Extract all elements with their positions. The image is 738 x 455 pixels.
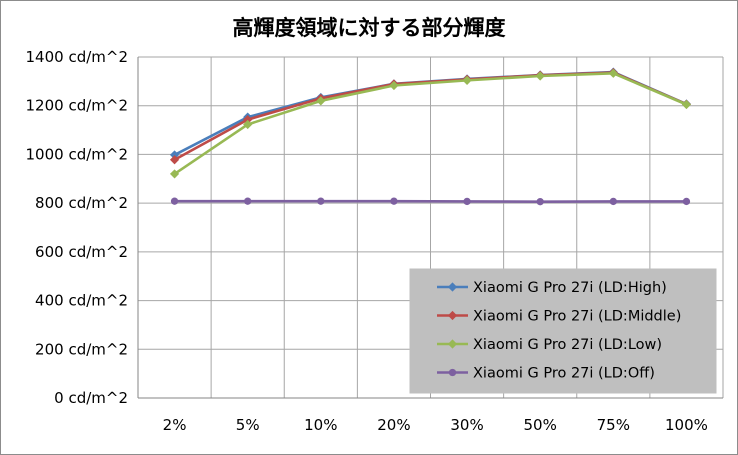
- x-tick-label: 50%: [524, 416, 557, 434]
- y-tick-label: 200 cd/m^2: [35, 340, 128, 358]
- data-point: [316, 96, 326, 106]
- data-point: [169, 169, 180, 179]
- legend: Xiaomi G Pro 27i (LD:High) Xiaomi G Pro 2…: [409, 268, 717, 394]
- data-point: [243, 119, 253, 130]
- legend-label: Xiaomi G Pro 27i (LD:High): [473, 280, 667, 296]
- series-group: [169, 68, 692, 179]
- series-line: [173, 72, 687, 175]
- data-point: [447, 339, 458, 349]
- legend-item: Xiaomi G Pro 27i (LD:High): [437, 280, 667, 296]
- data-point: [535, 71, 545, 81]
- y-tick-label: 600 cd/m^2: [35, 243, 128, 261]
- chart-title: 高輝度領域に対する部分輝度: [233, 16, 506, 40]
- y-tick-label: 800 cd/m^2: [35, 194, 128, 212]
- data-point: [609, 197, 617, 206]
- data-point: [536, 198, 544, 206]
- x-tick-label: 30%: [450, 416, 483, 434]
- data-point: [243, 114, 253, 125]
- data-point: [681, 99, 692, 110]
- legend-item: Xiaomi G Pro 27i (LD:Middle): [437, 309, 681, 325]
- x-tick-label: 20%: [377, 416, 410, 434]
- data-point: [448, 368, 457, 377]
- legend-label: Xiaomi G Pro 27i (LD:Middle): [473, 309, 681, 325]
- legend-item: Xiaomi G Pro 27i (LD:Off): [437, 366, 655, 382]
- y-tick-label: 1400 cd/m^2: [26, 48, 129, 66]
- data-point: [317, 197, 325, 205]
- x-tick-label: 100%: [665, 416, 708, 434]
- data-point: [462, 75, 472, 85]
- y-tick-label: 1200 cd/m^2: [26, 97, 129, 115]
- data-point: [389, 80, 399, 91]
- data-point: [170, 197, 179, 205]
- data-series: [169, 67, 692, 206]
- data-point: [169, 155, 180, 165]
- data-point: [608, 68, 618, 78]
- x-tick-label: 5%: [236, 416, 260, 434]
- y-tick-label: 400 cd/m^2: [35, 292, 128, 310]
- legend-item: Xiaomi G Pro 27i (LD:Low): [437, 337, 662, 353]
- data-point: [447, 310, 458, 321]
- data-point: [463, 197, 471, 206]
- y-tick-label: 1000 cd/m^2: [26, 145, 129, 163]
- y-tick-label: 0 cd/m^2: [54, 389, 128, 407]
- x-tick-label: 75%: [597, 416, 630, 434]
- legend-label: Xiaomi G Pro 27i (LD:Low): [473, 337, 662, 353]
- data-point: [390, 197, 398, 205]
- data-point: [682, 197, 691, 206]
- y-axis-tick-labels: 0 cd/m^2 200 cd/m^2 400 cd/m^2 600 cd/m^2 80…: [26, 48, 129, 407]
- axes: [137, 57, 723, 399]
- series-group: [170, 197, 691, 206]
- legend-label: Xiaomi G Pro 27i (LD:Off): [473, 366, 655, 382]
- x-axis-tick-labels: 2% 5% 10% 20% 30% 50% 75% 100%: [163, 416, 708, 434]
- x-tick-label: 2%: [163, 416, 187, 434]
- data-point: [244, 197, 252, 205]
- x-tick-label: 10%: [304, 416, 337, 434]
- data-point: [447, 282, 458, 292]
